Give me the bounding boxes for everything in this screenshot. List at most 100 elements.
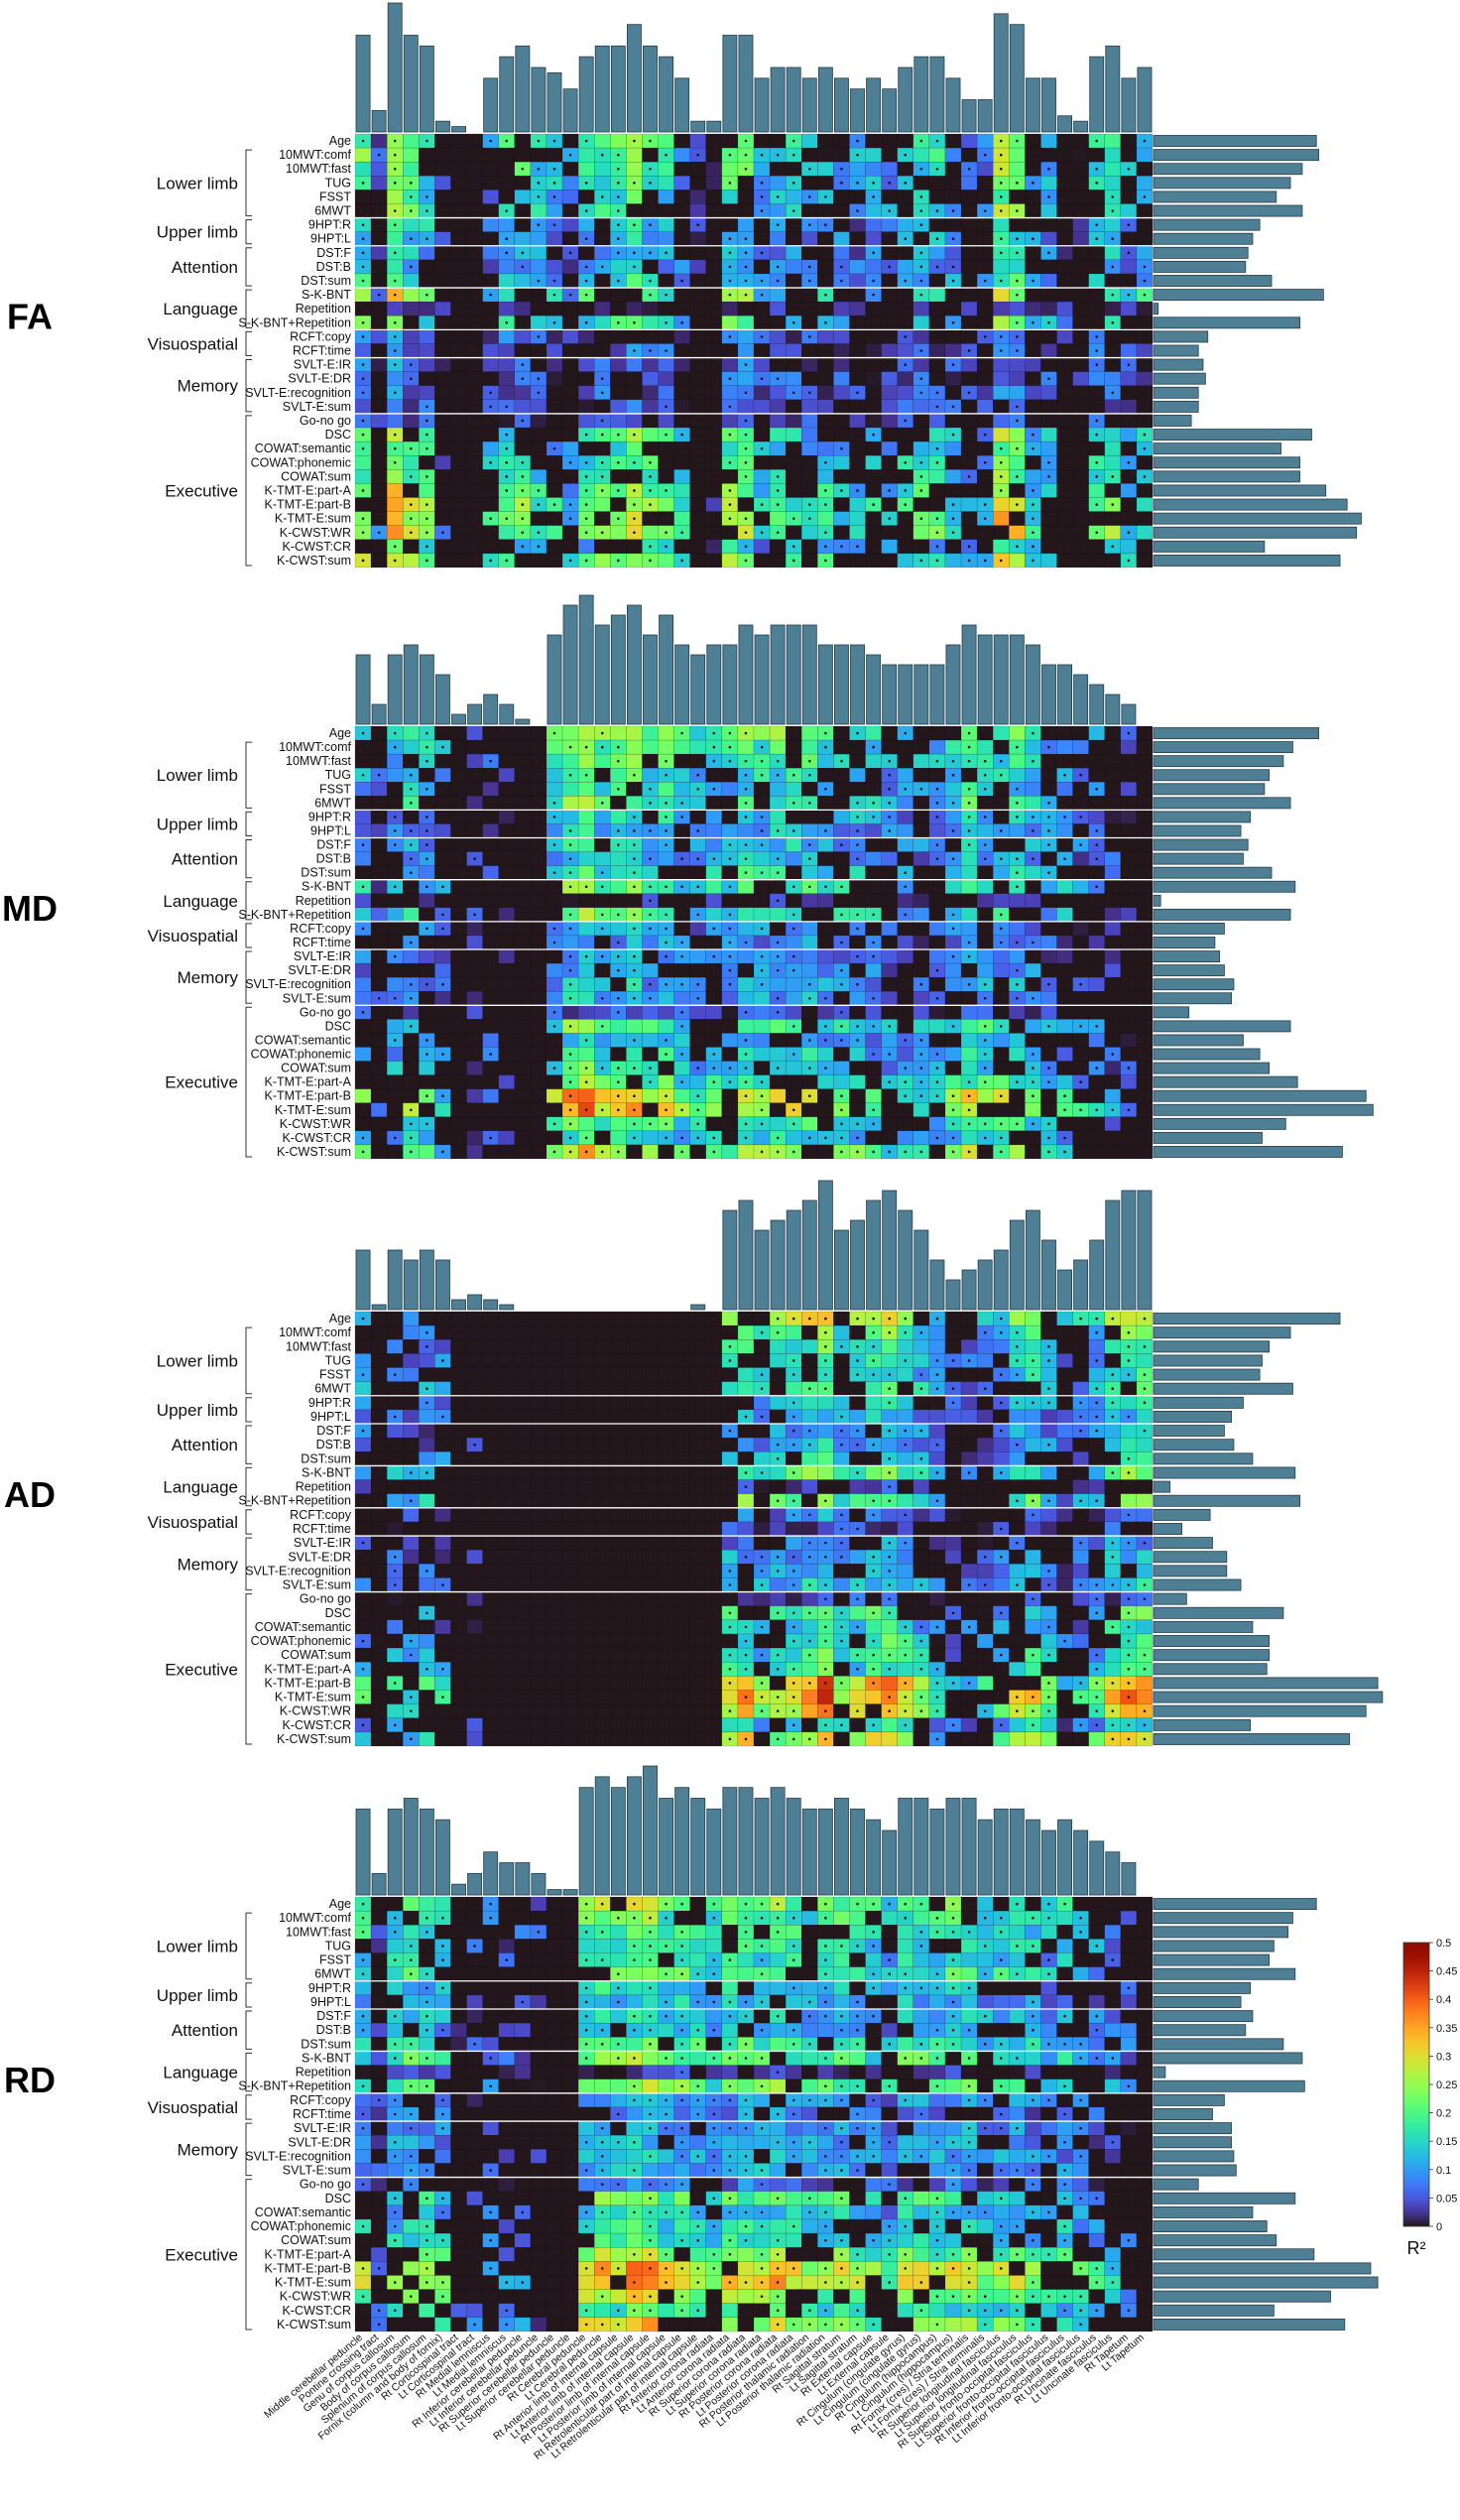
significance-marker (904, 363, 908, 366)
significance-marker (1016, 816, 1019, 819)
significance-marker (377, 531, 381, 535)
significance-marker (552, 1150, 556, 1154)
heatmap-cell (530, 823, 548, 838)
heatmap-cell (546, 301, 563, 316)
heatmap-cell (530, 782, 548, 797)
heatmap-cell (1056, 259, 1073, 275)
heatmap-cell (577, 1311, 595, 1326)
significance-marker (665, 885, 668, 889)
heatmap-cell (403, 273, 420, 289)
significance-marker (824, 1317, 827, 1321)
significance-marker (856, 545, 859, 549)
heatmap-cell (1088, 1367, 1105, 1382)
row-label: TUG (325, 768, 351, 782)
heatmap-cell (912, 1130, 930, 1146)
heatmap-cell (482, 176, 499, 190)
column-bar (499, 56, 515, 133)
heatmap-cell (498, 287, 516, 303)
significance-marker (1032, 279, 1034, 283)
heatmap-cell (689, 739, 706, 755)
heatmap-cell (673, 1324, 690, 1340)
heatmap-cell (1072, 991, 1089, 1006)
significance-marker (840, 1122, 843, 1126)
heatmap-cell (466, 1144, 483, 1160)
heatmap-cell (577, 413, 595, 429)
significance-marker (760, 209, 764, 212)
heatmap-cell (944, 483, 962, 498)
significance-marker (791, 773, 795, 777)
heatmap-cell (1072, 455, 1089, 470)
significance-marker (1127, 1067, 1131, 1070)
heatmap-cell (881, 385, 898, 401)
significance-marker (584, 503, 588, 506)
heatmap-cell (561, 217, 579, 232)
heatmap-cell (450, 1074, 467, 1089)
heatmap-cell (530, 553, 548, 568)
significance-marker (696, 982, 700, 986)
significance-marker (665, 1136, 668, 1140)
heatmap-cell (1009, 1130, 1026, 1146)
significance-marker (393, 731, 397, 735)
significance-marker (649, 802, 652, 805)
significance-marker (776, 1136, 780, 1140)
significance-marker (807, 265, 811, 269)
heatmap-cell (705, 865, 723, 880)
heatmap-cell (370, 1395, 388, 1411)
heatmap-cell (594, 315, 611, 330)
column-bar (770, 624, 786, 725)
heatmap-cell (577, 865, 595, 880)
column-bar (531, 66, 547, 133)
heatmap-cell (1088, 962, 1105, 978)
heatmap-cell (386, 1074, 404, 1089)
column-bar (371, 1304, 387, 1311)
significance-marker (840, 759, 843, 763)
significance-marker (665, 1122, 668, 1126)
significance-marker (1047, 167, 1050, 171)
significance-marker (728, 759, 732, 763)
heatmap-cell (849, 893, 866, 909)
significance-marker (409, 941, 413, 945)
significance-marker (489, 759, 492, 763)
heatmap-cell (1056, 203, 1073, 218)
significance-marker (983, 209, 987, 212)
significance-marker (361, 1429, 365, 1433)
significance-marker (760, 1373, 764, 1376)
significance-marker (728, 251, 732, 255)
significance-marker (426, 843, 428, 846)
heatmap-cell (610, 1395, 627, 1411)
significance-marker (617, 829, 620, 832)
column-bar (403, 35, 419, 133)
significance-marker (951, 954, 955, 958)
significance-marker (807, 335, 811, 338)
significance-marker (824, 1330, 827, 1334)
significance-marker (617, 759, 620, 763)
heatmap-cell (514, 767, 532, 783)
significance-marker (951, 1025, 955, 1028)
significance-marker (617, 321, 620, 324)
significance-marker (935, 1136, 939, 1140)
heatmap-cell (1072, 231, 1089, 246)
significance-marker (840, 489, 843, 492)
row-bar (1153, 880, 1296, 893)
heatmap-cell (944, 539, 962, 555)
significance-marker (904, 871, 908, 874)
significance-marker (1063, 816, 1066, 819)
column-bar (850, 644, 865, 725)
heatmap-cell (737, 823, 755, 838)
heatmap-cell (737, 1144, 755, 1160)
significance-marker (935, 1359, 939, 1362)
heatmap-cell (419, 455, 435, 470)
significance-marker (696, 913, 700, 917)
column-bar (659, 56, 674, 133)
heatmap-cell (705, 189, 723, 204)
heatmap-cell (944, 893, 962, 909)
heatmap-cell (419, 147, 435, 163)
significance-marker (1143, 279, 1147, 283)
heatmap-cell (897, 301, 913, 316)
heatmap-cell (769, 315, 787, 330)
significance-marker (744, 531, 748, 535)
heatmap-cell (721, 413, 739, 429)
heatmap-cell (466, 315, 483, 330)
significance-marker (840, 913, 843, 917)
significance-marker (393, 209, 397, 212)
